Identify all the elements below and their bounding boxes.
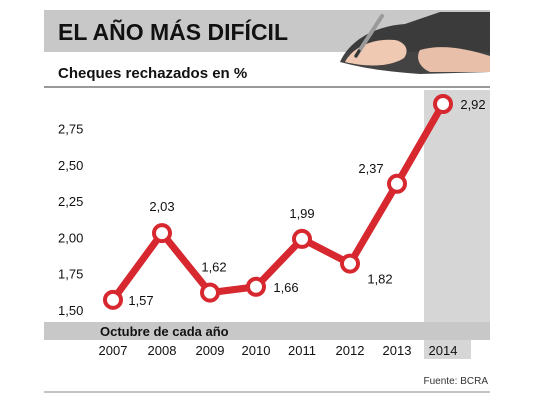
value-label-2009: 1,62 [201, 260, 226, 275]
value-label-2013: 2,37 [358, 161, 383, 176]
value-label-2012: 1,82 [367, 272, 392, 287]
value-label-2011: 1,99 [289, 206, 314, 221]
chart-subtitle: Cheques rechazados en % [58, 65, 247, 82]
hand-pen-illustration [340, 12, 490, 74]
source-note: Fuente: BCRA [424, 376, 489, 387]
chart-title: EL AÑO MÁS DIFÍCIL [58, 18, 288, 45]
data-point-2012 [340, 253, 360, 274]
x-tick-label: 2010 [242, 343, 271, 358]
x-tick-label: 2013 [383, 343, 412, 358]
y-tick-label: 2,25 [58, 194, 83, 209]
data-point-2009 [200, 282, 220, 303]
data-point-2011 [292, 228, 312, 249]
x-axis-label: Octubre de cada año [100, 324, 229, 339]
highlight-column-2014 [424, 90, 490, 322]
xlabel-band [44, 322, 490, 340]
x-tick-label: 2009 [196, 343, 225, 358]
x-axis-ticks: 2007 2008 2009 2010 2011 2012 2013 2014 [99, 340, 471, 359]
y-tick-label: 1,50 [58, 303, 83, 318]
y-axis-ticks: 1,50 1,75 2,00 2,25 2,50 2,75 [58, 122, 83, 318]
x-tick-label: 2008 [148, 343, 177, 358]
x-tick-label: 2014 [429, 343, 458, 358]
value-labels: 1,57 2,03 1,62 1,66 1,99 1,82 2,37 2,92 [128, 97, 485, 308]
x-tick-label: 2012 [336, 343, 365, 358]
data-point-2008 [152, 223, 172, 244]
x-tick-highlight [424, 340, 471, 359]
value-label-2010: 1,66 [273, 280, 298, 295]
data-point-2010 [246, 276, 266, 297]
data-point-2014 [433, 94, 453, 114]
data-point-2013 [387, 173, 407, 194]
series-line [109, 100, 447, 304]
x-tick-label: 2011 [288, 343, 316, 358]
value-label-2007: 1,57 [128, 293, 153, 308]
x-tick-label: 2007 [99, 343, 128, 358]
y-tick-label: 1,75 [58, 267, 83, 282]
data-point-2007 [103, 289, 123, 310]
y-tick-label: 2,50 [58, 158, 83, 173]
series-points [103, 94, 453, 310]
value-label-2008: 2,03 [149, 199, 174, 214]
y-tick-label: 2,75 [58, 122, 83, 137]
y-tick-label: 2,00 [58, 230, 83, 245]
value-label-2014: 2,92 [460, 97, 485, 112]
